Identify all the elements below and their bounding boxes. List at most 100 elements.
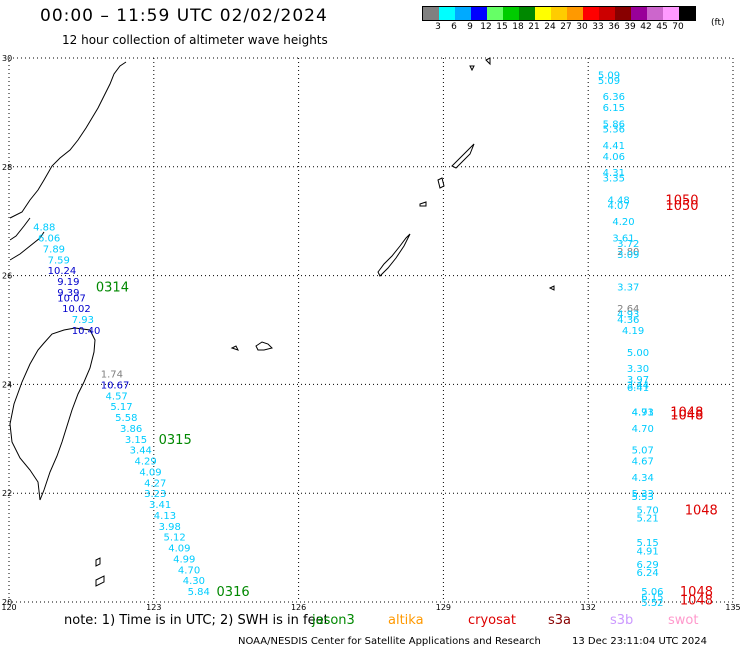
wave-height-value: 4.19 — [622, 326, 644, 337]
pass-time-label: 0316 — [217, 585, 250, 600]
wave-height-value: 3.86 — [120, 424, 142, 435]
legend-swatch — [631, 7, 647, 20]
latitude-tick-label: 26 — [2, 272, 12, 281]
wave-height-value: 4.67 — [632, 457, 654, 468]
wave-height-value: 3.09 — [617, 250, 639, 261]
pass-time-label: 0315 — [159, 433, 192, 448]
footer-timestamp: 13 Dec 23:11:04 UTC 2024 — [572, 636, 707, 647]
pass-time-label: 1048 — [685, 504, 718, 519]
wave-height-value: 4.09 — [168, 544, 190, 555]
legend-label: 33 — [592, 22, 604, 32]
legend-swatch — [551, 7, 567, 20]
wave-height-value: 4.41 — [603, 141, 625, 152]
legend-label: 27 — [560, 22, 572, 32]
wave-height-value: 4.34 — [632, 473, 654, 484]
wave-height-value: 7.59 — [48, 255, 70, 266]
latitude-tick-label: 30 — [2, 54, 12, 63]
legend-label: 24 — [544, 22, 556, 32]
wave-height-value: 3.61 — [612, 234, 634, 245]
wave-height-value: 9.19 — [57, 277, 79, 288]
legend-swatch — [583, 7, 599, 20]
legend-label: 45 — [656, 22, 668, 32]
legend-label: 15 — [496, 22, 508, 32]
longitude-tick-label: 120 — [1, 603, 16, 612]
wave-height-value: 3.23 — [144, 489, 166, 500]
wave-height-value: 6.24 — [636, 568, 658, 579]
legend-unit: (ft) — [711, 18, 725, 28]
latitude-tick-label: 20 — [2, 598, 12, 607]
okinawa-island — [377, 233, 411, 277]
wave-height-value: 10.07 — [57, 293, 86, 304]
wave-height-value: 1.74 — [101, 370, 123, 381]
wave-height-value: 2.64 — [617, 304, 639, 315]
legend-swatch — [567, 7, 583, 20]
satellite-s3a: s3a — [548, 613, 572, 628]
legend-swatch — [647, 7, 663, 20]
lanyu-island — [95, 557, 105, 587]
legend-label: 9 — [467, 22, 473, 32]
legend-label: 18 — [512, 22, 524, 32]
legend-label: 6 — [451, 22, 457, 32]
longitude-tick-label: 132 — [581, 603, 596, 612]
wave-height-value: 5.52 — [641, 598, 663, 609]
wave-height-value: 4.71 — [632, 408, 654, 419]
longitude-tick-label: 135 — [725, 603, 740, 612]
longitude-tick-label: 129 — [436, 603, 451, 612]
daito-island — [548, 285, 555, 291]
wave-height-value: 5.36 — [603, 125, 625, 136]
longitude-tick-label: 123 — [146, 603, 161, 612]
wave-height-value: 10.40 — [72, 326, 101, 337]
wave-height-value: 4.06 — [603, 152, 625, 163]
wave-height-value: 4.70 — [632, 424, 654, 435]
wave-height-value: 4.57 — [106, 391, 128, 402]
wave-height-value: 4.30 — [183, 576, 205, 587]
wave-height-value: 3.44 — [627, 380, 649, 391]
wave-height-value: 5.12 — [163, 533, 185, 544]
wave-height-value: 5.00 — [627, 348, 649, 359]
wave-height-value: 4.20 — [612, 217, 634, 228]
wave-height-value: 4.93 — [617, 310, 639, 321]
wave-height-value: 4.09 — [139, 467, 161, 478]
wave-height-value: 6.06 — [38, 234, 60, 245]
wave-height-value: 5.53 — [632, 492, 654, 503]
map-subtitle: 12 hour collection of altimeter wave hei… — [62, 33, 328, 47]
wave-height-value: 4.99 — [173, 554, 195, 565]
wave-height-value: 5.58 — [115, 413, 137, 424]
pass-time-label: 1048 — [670, 406, 703, 421]
legend-swatch — [487, 7, 503, 20]
wave-height-value: 5.86 — [603, 119, 625, 130]
wave-height-value: 7.89 — [43, 244, 65, 255]
pass-time-label: 1048 — [680, 585, 713, 600]
wave-height-value: 5.09 — [598, 70, 620, 81]
amami-island — [451, 143, 475, 169]
wave-height-value: 6.15 — [641, 593, 663, 604]
legend-label: 30 — [576, 22, 588, 32]
satellite-cryosat: cryosat — [468, 613, 516, 628]
legend-label: 3 — [435, 22, 441, 32]
legend-swatch — [455, 7, 471, 20]
legend-swatch — [471, 7, 487, 20]
wave-height-value: 10.67 — [101, 380, 130, 391]
longitude-tick-label: 126 — [291, 603, 306, 612]
wave-height-value: 6.36 — [603, 92, 625, 103]
wave-height-value: 9.39 — [57, 288, 79, 299]
ishigaki-island — [255, 341, 273, 351]
wave-height-value: 5.21 — [636, 514, 658, 525]
wave-height-value: 4.27 — [144, 478, 166, 489]
legend-labels: 3 6 9 12 15 18 21 24 27 30 33 36 39 42 45 70 — [422, 21, 696, 33]
wave-height-value: 4.36 — [617, 315, 639, 326]
wave-height-value: 5.17 — [110, 402, 132, 413]
latitude-tick-label: 24 — [2, 380, 12, 389]
wave-height-value: 4.29 — [134, 457, 156, 468]
wave-height-value: 4.88 — [33, 223, 55, 234]
legend-swatch — [535, 7, 551, 20]
wave-height-value: 5.06 — [641, 587, 663, 598]
pass-time-label: 1050 — [665, 193, 698, 208]
map-title: 00:00 – 11:59 UTC 02/02/2024 — [40, 6, 328, 26]
wave-height-value: 5.15 — [636, 538, 658, 549]
legend-swatch — [599, 7, 615, 20]
grid-lines — [8, 57, 734, 603]
note-text: note: 1) Time is in UTC; 2) SWH is in fe… — [64, 613, 329, 628]
wave-height-value: 3.15 — [125, 435, 147, 446]
